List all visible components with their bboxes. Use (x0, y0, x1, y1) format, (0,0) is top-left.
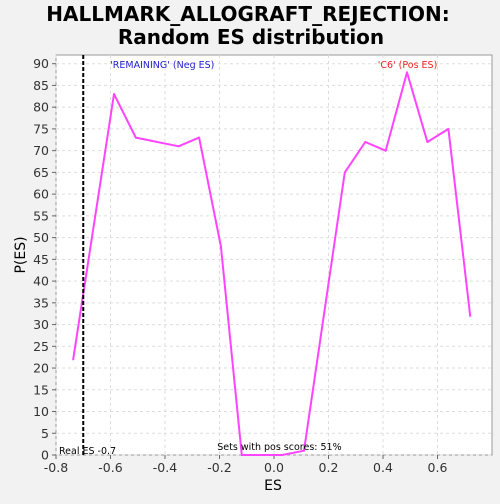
y-tick-label: 45 (33, 252, 49, 267)
y-tick-label: 90 (33, 56, 49, 71)
x-tick-label: -0.4 (153, 460, 177, 475)
data-point (72, 358, 75, 361)
data-point (219, 245, 222, 248)
neg-es-label: 'REMAINING' (Neg ES) (110, 60, 214, 71)
data-point (384, 149, 387, 152)
y-tick-label: 70 (33, 143, 49, 158)
data-point (262, 454, 265, 456)
x-tick-label: 0.4 (373, 460, 393, 475)
series-layer (72, 71, 472, 456)
y-tick-label: 0 (41, 448, 49, 463)
y-tick-label: 30 (33, 317, 49, 332)
x-tick-label: 0.6 (428, 460, 448, 475)
data-point (134, 136, 137, 139)
x-axis-title: ES (264, 478, 282, 494)
y-axis-title: P(ES) (13, 236, 29, 273)
x-tick-label: -0.8 (44, 460, 68, 475)
axes: 0 5 10 15 20 25 30 35 40 45 50 55 60 65 70 75 80 85 90 -0.8… (33, 56, 447, 475)
data-point (281, 454, 284, 456)
x-tick-label: -0.2 (207, 460, 231, 475)
y-tick-label: 65 (33, 165, 49, 180)
pos-es-label: 'C6' (Pos ES) (378, 60, 438, 71)
grid-lines (55, 55, 492, 456)
y-tick-label: 85 (33, 78, 49, 93)
y-tick-label: 60 (33, 187, 49, 202)
data-point (240, 454, 243, 456)
data-point (198, 136, 201, 139)
data-point (405, 71, 408, 74)
y-tick-label: 50 (33, 230, 49, 245)
y-tick-label: 35 (33, 295, 49, 310)
y-tick-label: 15 (33, 382, 49, 397)
data-point (364, 140, 367, 143)
chart-title-line-2: Random ES distribution (118, 25, 384, 49)
y-tick-label: 55 (33, 208, 49, 223)
x-tick-label: 0.2 (319, 460, 339, 475)
data-point (302, 449, 305, 452)
y-tick-label: 10 (33, 404, 49, 419)
x-tick-label: -0.6 (98, 460, 122, 475)
x-tick-label: 0.0 (264, 460, 284, 475)
real-es-label: Real ES -0.7 (59, 446, 116, 457)
data-point (343, 171, 346, 174)
y-tick-label: 20 (33, 361, 49, 376)
y-tick-label: 80 (33, 100, 49, 115)
y-tick-label: 5 (41, 426, 49, 441)
data-point (447, 127, 450, 130)
y-tick-label: 25 (33, 339, 49, 354)
y-tick-label: 75 (33, 121, 49, 136)
y-tick-label: 40 (33, 274, 49, 289)
chart-title-line-1: HALLMARK_ALLOGRAFT_REJECTION: (46, 2, 450, 26)
data-point (469, 314, 472, 317)
data-point (177, 145, 180, 148)
pos-scores-footnote: Sets with pos scores: 51% (217, 442, 341, 453)
data-point (426, 140, 429, 143)
data-point (113, 93, 116, 96)
